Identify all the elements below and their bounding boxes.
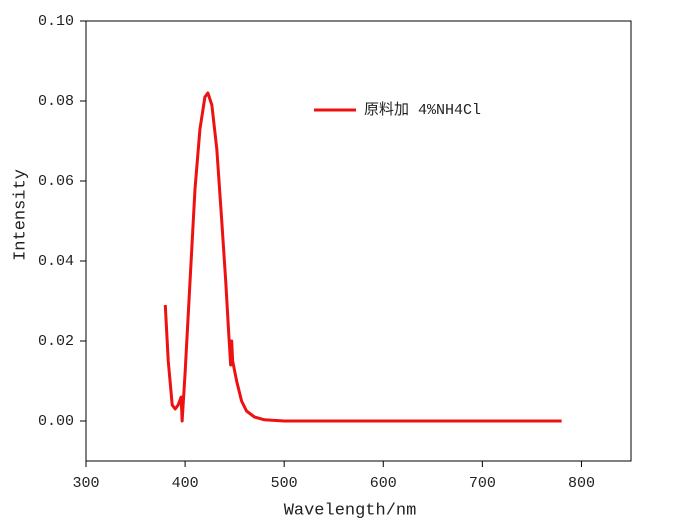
plot-frame	[85, 20, 632, 462]
y-tick-label: 0.02	[38, 333, 74, 350]
data-line	[163, 91, 562, 423]
legend-label: 原料加 4%NH4Cl	[364, 101, 481, 119]
x-tick-label: 400	[172, 475, 199, 492]
y-axis-label: Intensity	[11, 169, 30, 261]
y-tick-label: 0.04	[38, 253, 74, 270]
x-tick-label: 700	[469, 475, 496, 492]
y-tick-label: 0.00	[38, 413, 74, 430]
x-tick-label: 600	[370, 475, 397, 492]
x-axis-label: Wavelength/nm	[284, 501, 417, 520]
y-tick-label: 0.06	[38, 173, 74, 190]
x-tick-label: 800	[568, 475, 595, 492]
x-tick-label: 300	[72, 475, 99, 492]
x-tick-label: 500	[271, 475, 298, 492]
y-tick-label: 0.08	[38, 93, 74, 110]
y-tick-label: 0.10	[38, 13, 74, 30]
